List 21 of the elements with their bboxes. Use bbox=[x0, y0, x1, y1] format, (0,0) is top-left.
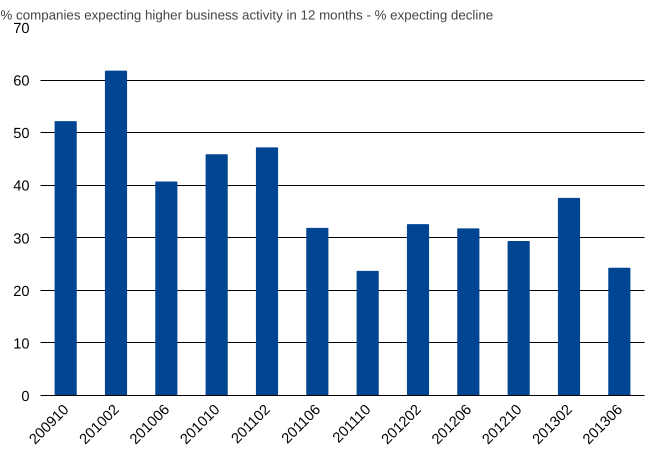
bar bbox=[256, 147, 278, 396]
y-tick-label: 40 bbox=[13, 178, 30, 195]
y-tick-label: 10 bbox=[13, 336, 30, 352]
bar bbox=[558, 198, 580, 396]
bar bbox=[508, 240, 530, 396]
chart-title: % companies expecting higher business activity in 12 months - % expecting decline bbox=[0, 8, 494, 22]
bar bbox=[356, 270, 379, 396]
bar bbox=[54, 121, 77, 396]
y-tick-label: 30 bbox=[13, 231, 30, 248]
y-tick-label: 50 bbox=[13, 126, 30, 142]
bar bbox=[608, 268, 630, 396]
bar bbox=[155, 182, 178, 396]
bar bbox=[306, 228, 328, 396]
bar bbox=[406, 224, 430, 396]
y-tick-label: 0 bbox=[21, 389, 30, 405]
y-tick-label: 20 bbox=[13, 284, 30, 300]
y-tick-label: 60 bbox=[13, 74, 30, 90]
bar bbox=[206, 154, 228, 396]
bar bbox=[457, 228, 480, 396]
y-tick-label: 70 bbox=[13, 21, 30, 37]
bar bbox=[104, 70, 128, 396]
